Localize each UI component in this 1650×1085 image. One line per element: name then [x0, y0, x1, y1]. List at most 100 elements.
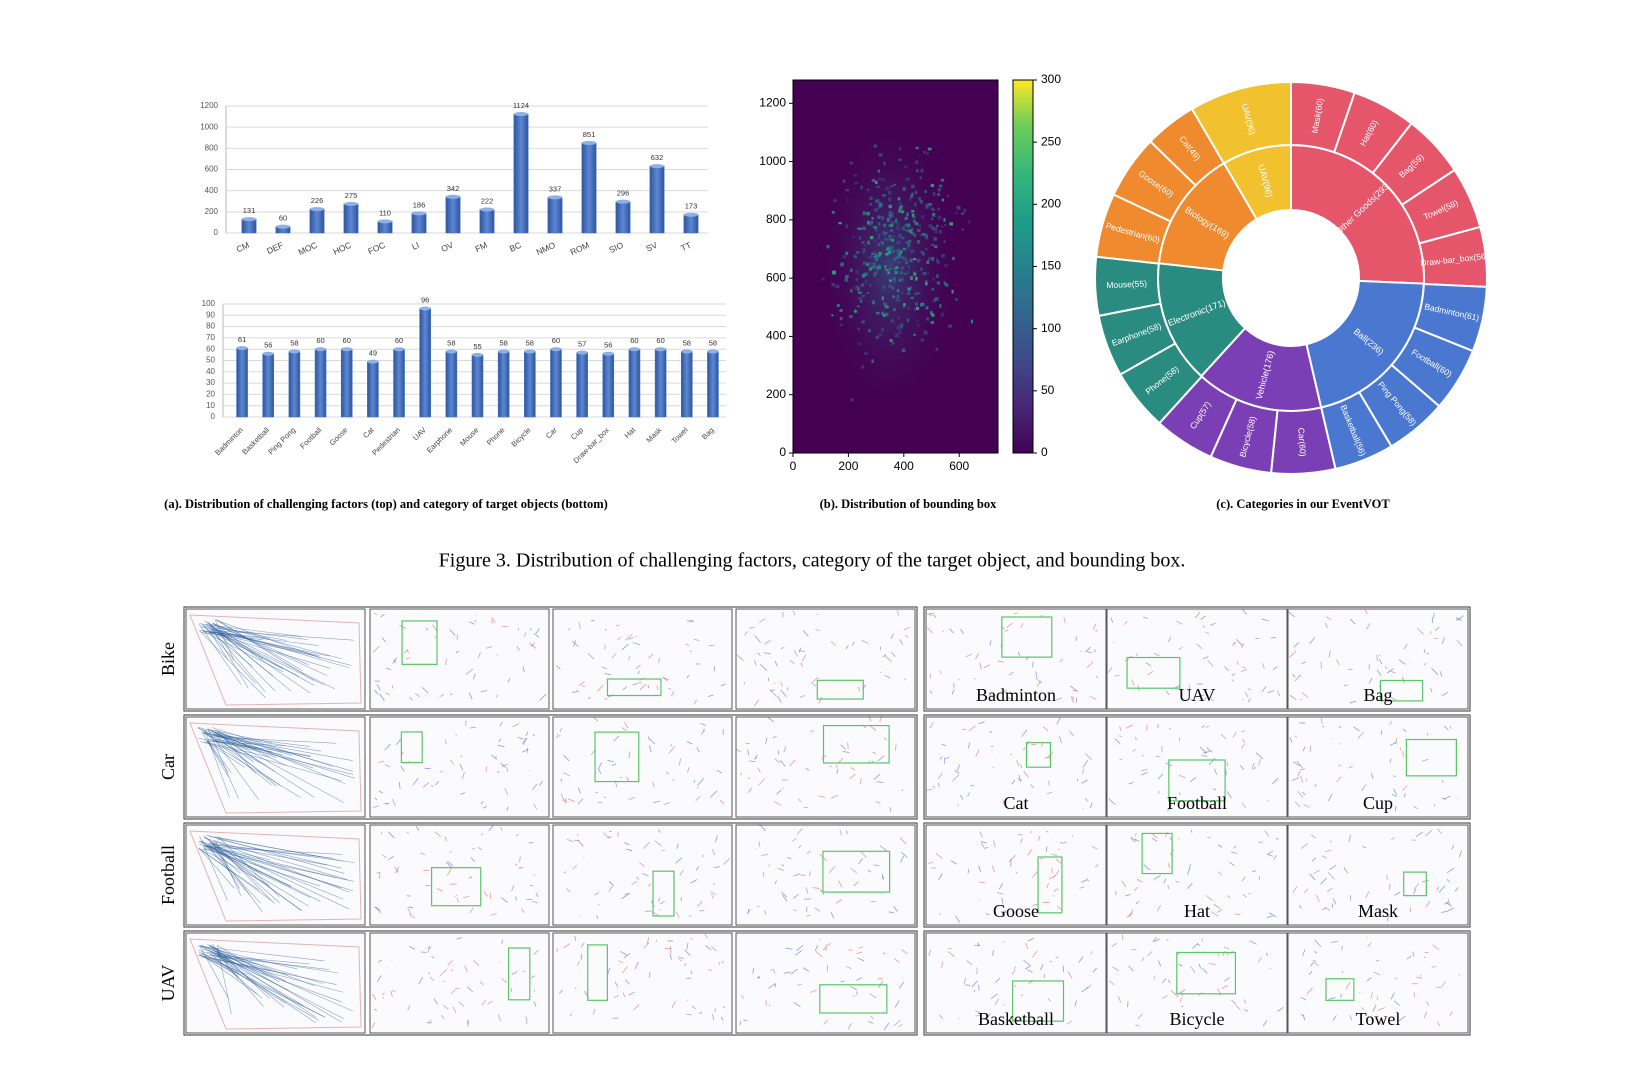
x-tick-label: CM — [235, 240, 251, 255]
heatmap-texture — [875, 229, 877, 231]
heatmap-texture — [873, 263, 876, 266]
heatmap-texture — [900, 205, 903, 207]
bar — [289, 351, 300, 417]
bar-top — [480, 208, 494, 212]
bar — [681, 351, 692, 417]
value-label: 49 — [369, 349, 377, 358]
event-stroke — [1181, 1006, 1183, 1007]
bar-top — [472, 353, 483, 357]
heatmap-texture — [897, 295, 899, 299]
x-tick-label: Badminton — [213, 425, 245, 457]
heatmap-texture — [927, 152, 929, 155]
y-tick-label: 1000 — [200, 122, 218, 131]
heatmap-texture — [870, 222, 873, 226]
heatmap-texture — [882, 296, 884, 300]
heatmap-texture — [894, 276, 896, 279]
heatmap-texture — [843, 179, 846, 183]
bar — [446, 351, 457, 417]
heatmap-texture — [883, 302, 886, 305]
y-tick-label: 1200 — [200, 101, 218, 110]
heatmap-texture — [879, 153, 883, 157]
heatmap-texture — [872, 300, 875, 304]
heatmap-texture — [883, 224, 886, 228]
heatmap-texture — [899, 147, 901, 150]
colorbar-tick-label: 250 — [1041, 134, 1061, 148]
heatmap-texture — [878, 170, 880, 173]
heatmap-texture — [898, 202, 901, 205]
x-tick-label: ROM — [569, 240, 591, 257]
heatmap-texture — [925, 248, 928, 251]
heatmap-texture — [849, 315, 853, 318]
heatmap-texture — [924, 331, 928, 335]
value-label: 55 — [473, 342, 481, 351]
heatmap-texture — [949, 222, 953, 225]
heatmap-texture — [845, 252, 848, 255]
bar-top — [276, 225, 290, 229]
heatmap-texture — [899, 279, 901, 282]
heatmap-texture — [916, 307, 919, 310]
bar — [550, 349, 561, 417]
heatmap-texture — [918, 292, 921, 295]
heatmap-texture — [881, 217, 884, 220]
heatmap-texture — [921, 338, 924, 341]
heatmap-texture — [904, 165, 907, 168]
x-tick-label: Earphone — [425, 425, 454, 454]
heatmap-texture — [915, 277, 918, 281]
event-stroke — [1395, 806, 1396, 812]
heatmap-texture — [881, 328, 884, 332]
heatmap-texture — [836, 285, 840, 288]
heatmap-texture — [857, 305, 860, 307]
event-stroke — [930, 673, 931, 678]
x-tick-label: TT — [679, 240, 693, 253]
heatmap-texture — [920, 268, 923, 271]
heatmap-texture — [869, 284, 872, 286]
heatmap-texture — [893, 184, 896, 186]
heatmap-texture — [877, 215, 880, 218]
value-label: 222 — [481, 196, 494, 205]
heatmap-texture — [952, 257, 955, 260]
event-stroke — [1044, 974, 1045, 978]
y-tick-label: 100 — [202, 299, 216, 308]
x-tick-label: OV — [439, 240, 455, 254]
heatmap-texture — [910, 250, 914, 253]
heatmap-texture — [920, 303, 922, 306]
heatmap-texture — [925, 280, 928, 283]
heatmap-texture — [855, 270, 859, 274]
heatmap-texture — [898, 261, 901, 264]
y-tick-label: 200 — [766, 387, 786, 401]
y-tick-label: 40 — [206, 367, 215, 376]
bar-top — [446, 349, 457, 353]
heatmap-texture — [915, 161, 919, 164]
heatmap-texture — [899, 253, 902, 256]
x-tick-label: Cup — [569, 425, 585, 441]
heatmap-texture — [887, 186, 890, 189]
y-tick-label: 0 — [211, 412, 216, 421]
heatmap-texture — [831, 283, 835, 287]
y-tick-label: 90 — [206, 310, 215, 319]
heatmap-texture — [875, 181, 878, 184]
heatmap-texture — [903, 248, 906, 250]
heatmap-texture — [938, 188, 942, 192]
heatmap-texture — [907, 243, 910, 247]
heatmap-texture — [912, 192, 914, 195]
heatmap-texture — [954, 212, 958, 215]
heatmap-texture — [876, 266, 879, 269]
heatmap-texture — [891, 239, 894, 242]
heatmap-texture — [892, 295, 894, 297]
heatmap-texture — [876, 312, 880, 314]
heatmap-texture — [921, 251, 924, 253]
bar-top — [550, 347, 561, 351]
x-tick-label: FM — [473, 240, 488, 254]
y-tick-label: 30 — [206, 378, 215, 387]
bar — [341, 349, 352, 417]
heatmap-texture — [859, 236, 861, 240]
heatmap-texture — [941, 313, 944, 317]
event-stroke — [1083, 808, 1084, 809]
event-stroke — [580, 915, 581, 916]
heatmap-texture — [897, 241, 901, 244]
heatmap-texture — [889, 238, 891, 241]
heatmap-texture — [878, 178, 882, 181]
heatmap-texture — [947, 195, 949, 198]
y-tick-label: 800 — [766, 212, 786, 226]
